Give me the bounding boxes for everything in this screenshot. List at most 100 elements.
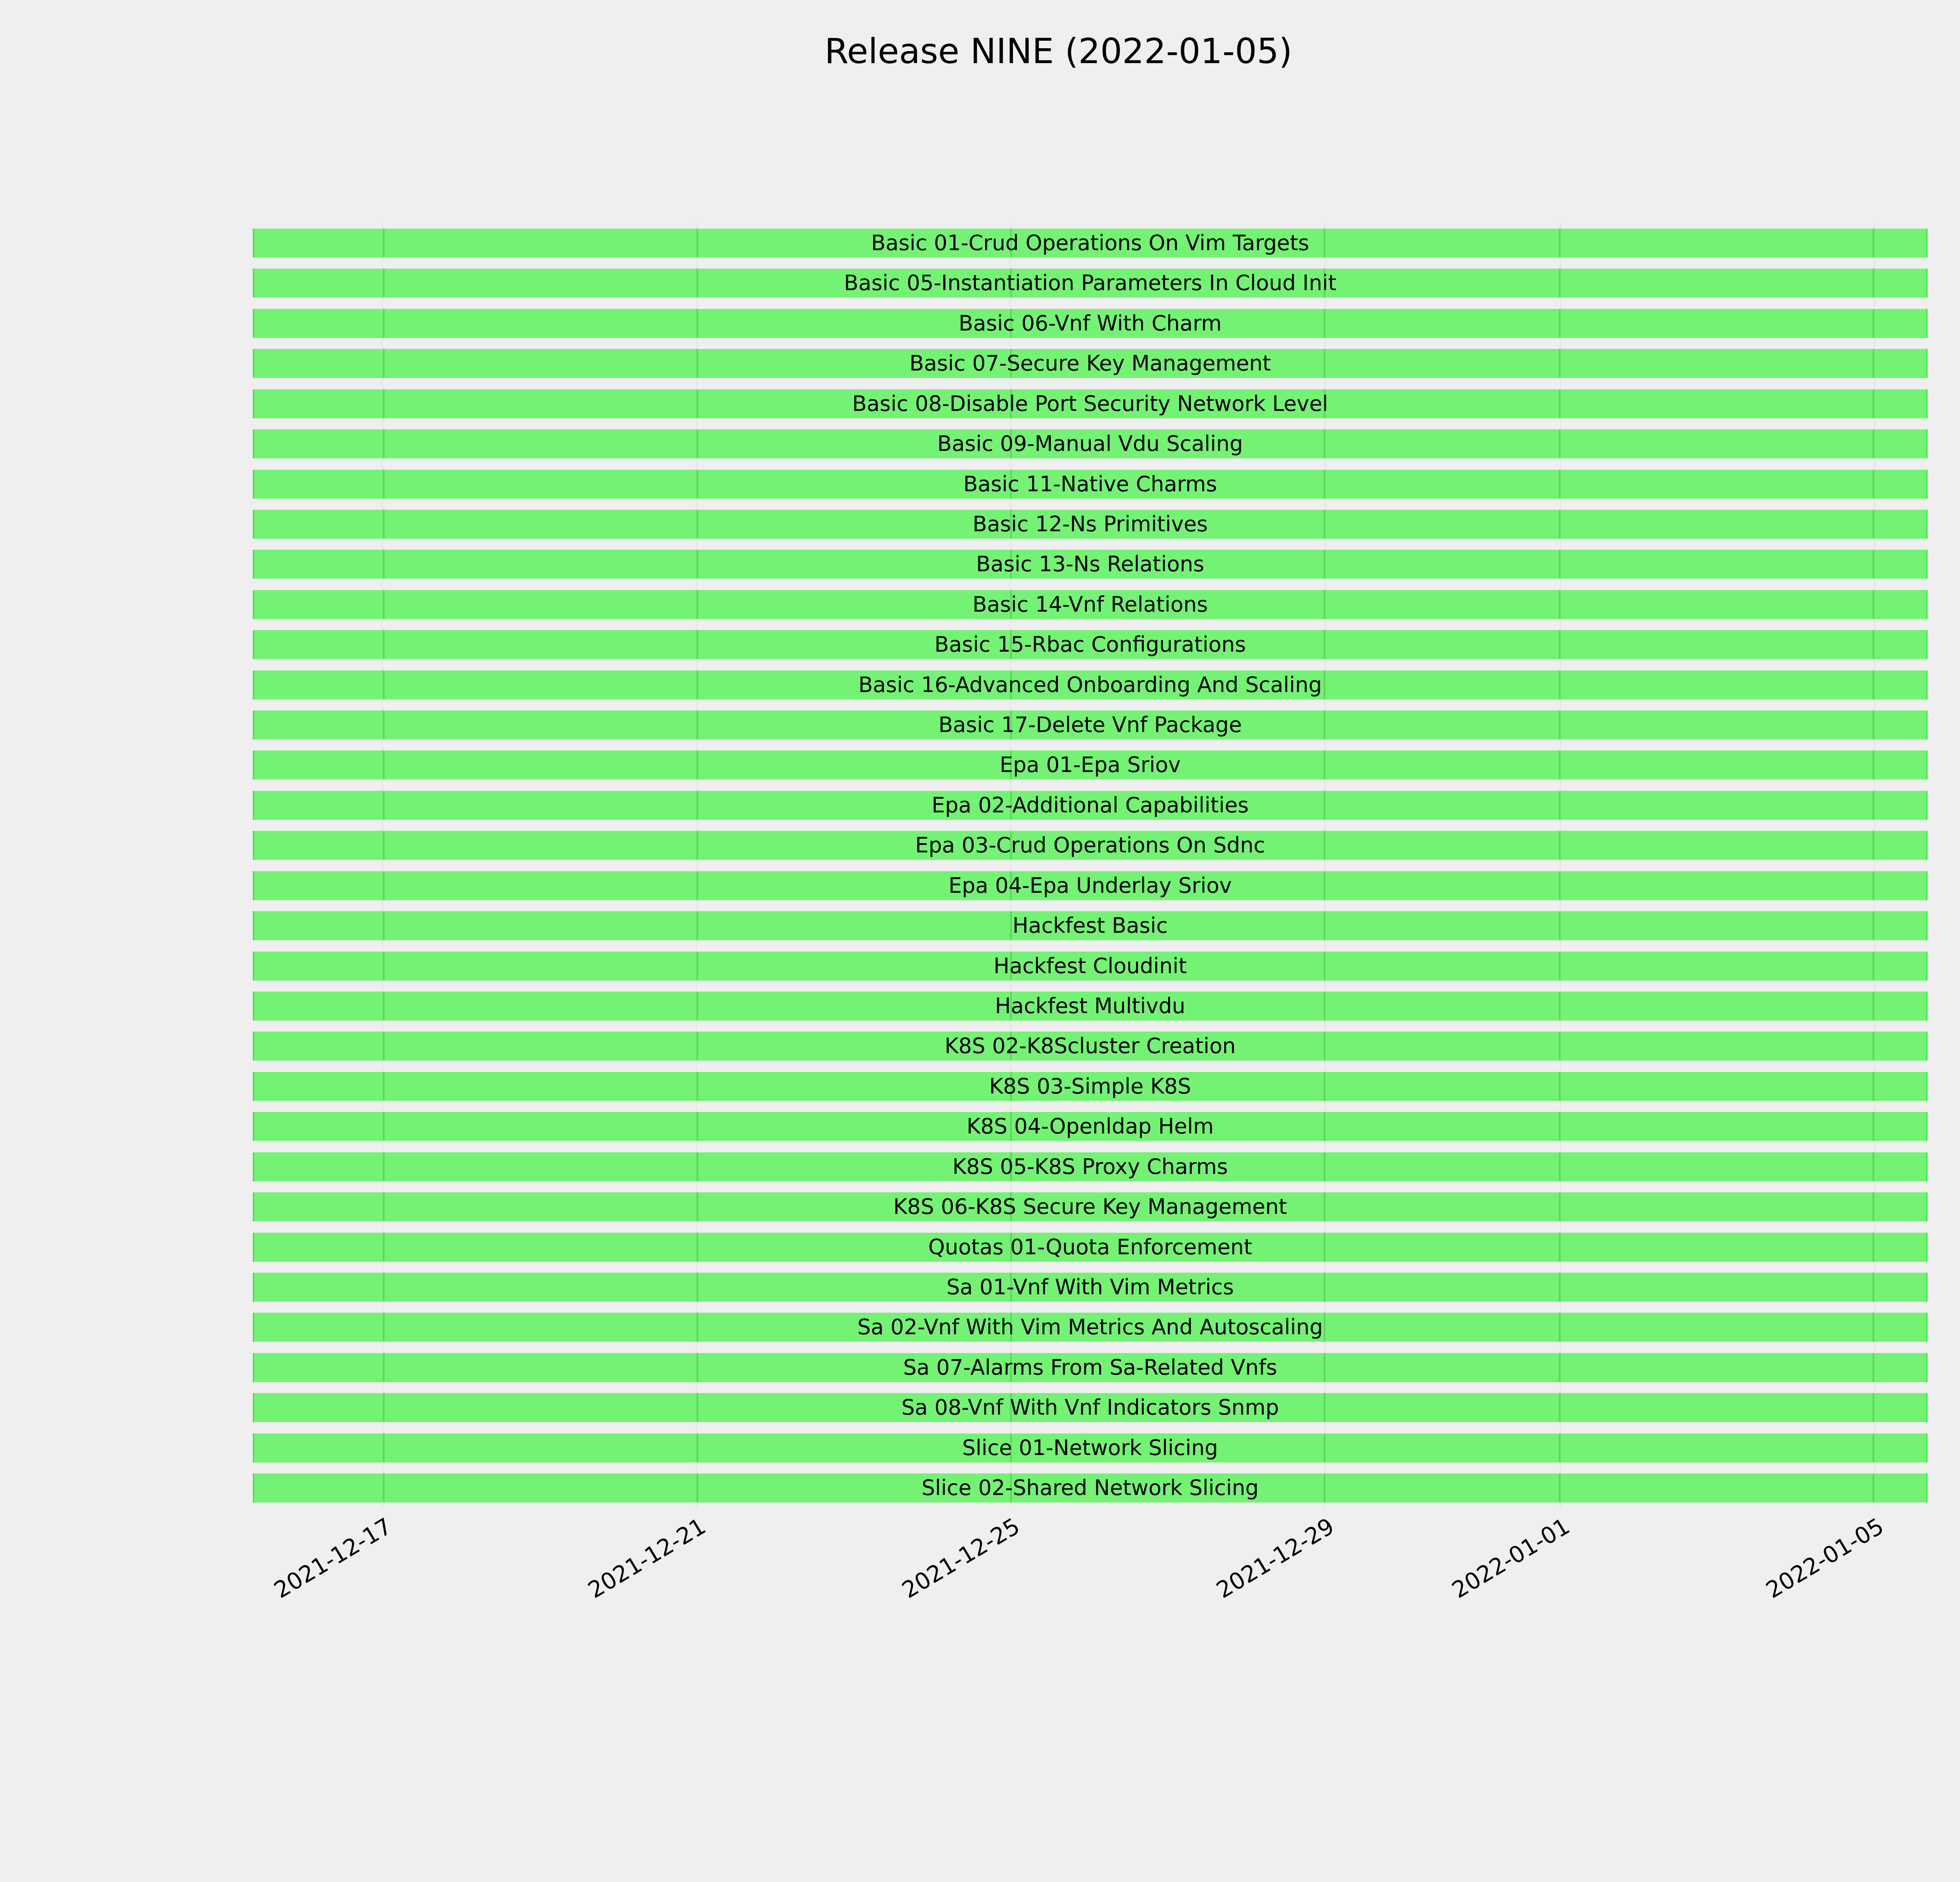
- x-gridline-on-bar: [1010, 1232, 1012, 1262]
- gantt-bar: Basic 08-Disable Port Security Network L…: [253, 389, 1927, 418]
- x-gridline-on-bar: [1323, 871, 1325, 900]
- x-gridline-on-bar: [1872, 349, 1874, 378]
- x-gridline-on-bar: [1559, 349, 1561, 378]
- gantt-bar: Basic 11-Native Charms: [253, 469, 1927, 499]
- x-gridline-on-bar: [383, 1232, 385, 1262]
- x-gridline-on-bar: [1559, 229, 1561, 258]
- bar-label: Epa 04-Epa Underlay Sriov: [948, 873, 1232, 898]
- x-gridline-on-bar: [1323, 229, 1325, 258]
- x-gridline-on-bar: [1010, 991, 1012, 1021]
- x-gridline-on-bar: [696, 1112, 698, 1141]
- gantt-bar: K8S 05-K8S Proxy Charms: [253, 1152, 1927, 1181]
- bar-label: Sa 08-Vnf With Vnf Indicators Snmp: [901, 1395, 1279, 1420]
- x-gridline-on-bar: [1010, 911, 1012, 941]
- bar-label: Basic 16-Advanced Onboarding And Scaling: [858, 672, 1322, 697]
- x-gridline-on-bar: [1559, 1072, 1561, 1101]
- x-gridline-on-bar: [696, 750, 698, 780]
- x-axis: 2021-12-17 2021-12-21 2021-12-25 2021-12-29…: [253, 1513, 1927, 1693]
- x-gridline-on-bar: [1323, 1353, 1325, 1382]
- bar-label: Basic 17-Delete Vnf Package: [938, 712, 1242, 738]
- x-gridline-on-bar: [383, 1393, 385, 1422]
- x-gridline-on-bar: [1559, 269, 1561, 298]
- bar-label: Hackfest Basic: [1012, 913, 1168, 938]
- x-gridline-on-bar: [383, 229, 385, 258]
- bar-label: Sa 07-Alarms From Sa-Related Vnfs: [903, 1355, 1278, 1380]
- x-gridline-on-bar: [1872, 1072, 1874, 1101]
- gantt-bar: Basic 17-Delete Vnf Package: [253, 710, 1927, 740]
- x-gridline-on-bar: [1872, 1192, 1874, 1222]
- x-gridline-on-bar: [383, 951, 385, 981]
- x-gridline-on-bar: [1559, 1032, 1561, 1061]
- x-gridline-on-bar: [1010, 951, 1012, 981]
- x-gridline-on-bar: [696, 831, 698, 860]
- x-gridline-on-bar: [1872, 429, 1874, 459]
- x-gridline-on-bar: [1010, 1072, 1012, 1101]
- gantt-bar: Epa 01-Epa Sriov: [253, 750, 1927, 780]
- x-gridline-on-bar: [1872, 1433, 1874, 1462]
- bar-label: Basic 01-Crud Operations On Vim Targets: [871, 231, 1309, 255]
- x-gridline-on-bar: [1872, 911, 1874, 941]
- x-gridline-on-bar: [1559, 509, 1561, 539]
- bar-label: Epa 01-Epa Sriov: [1000, 752, 1181, 778]
- gantt-bar: Epa 02-Additional Capabilities: [253, 790, 1927, 820]
- x-gridline-on-bar: [383, 1473, 385, 1503]
- x-gridline-on-bar: [1872, 229, 1874, 258]
- x-gridline-on-bar: [1872, 790, 1874, 820]
- x-gridline-on-bar: [383, 1353, 385, 1382]
- x-gridline-on-bar: [696, 1232, 698, 1262]
- bar-label: K8S 02-K8Scluster Creation: [944, 1034, 1236, 1059]
- x-gridline-on-bar: [1010, 831, 1012, 860]
- x-gridline-on-bar: [1559, 951, 1561, 981]
- bar-label: Hackfest Multivdu: [995, 993, 1185, 1018]
- bar-label: K8S 03-Simple K8S: [989, 1074, 1191, 1099]
- gantt-bar: K8S 03-Simple K8S: [253, 1072, 1927, 1101]
- x-gridline-on-bar: [383, 630, 385, 659]
- x-gridline-on-bar: [1010, 1192, 1012, 1222]
- x-gridline-on-bar: [1010, 469, 1012, 499]
- x-gridline-on-bar: [1323, 1232, 1325, 1262]
- x-gridline-on-bar: [696, 469, 698, 499]
- x-gridline-on-bar: [1559, 1353, 1561, 1382]
- x-gridline-on-bar: [1872, 309, 1874, 338]
- bar-label: Basic 08-Disable Port Security Network L…: [852, 391, 1328, 416]
- x-gridline-on-bar: [696, 1072, 698, 1101]
- x-gridline-on-bar: [696, 670, 698, 699]
- x-gridline-on-bar: [696, 991, 698, 1021]
- x-gridline-on-bar: [1323, 1152, 1325, 1181]
- bar-label: Basic 13-Ns Relations: [976, 552, 1204, 577]
- x-gridline-on-bar: [383, 710, 385, 740]
- x-gridline-on-bar: [383, 1272, 385, 1302]
- gantt-bar: K8S 04-Openldap Helm: [253, 1112, 1927, 1141]
- x-gridline-on-bar: [1323, 790, 1325, 820]
- bar-label: Basic 12-Ns Primitives: [973, 511, 1208, 536]
- gantt-bar: Basic 07-Secure Key Management: [253, 349, 1927, 378]
- gantt-bar: Basic 13-Ns Relations: [253, 550, 1927, 579]
- x-gridline-on-bar: [1872, 590, 1874, 619]
- x-gridline-on-bar: [1323, 469, 1325, 499]
- chart-title: Release NINE (2022-01-05): [824, 31, 1292, 71]
- x-gridline-on-bar: [383, 550, 385, 579]
- x-gridline-on-bar: [383, 1072, 385, 1101]
- x-gridline-on-bar: [696, 229, 698, 258]
- x-gridline-on-bar: [1010, 750, 1012, 780]
- x-gridline-on-bar: [1872, 1393, 1874, 1422]
- x-gridline-on-bar: [1559, 790, 1561, 820]
- bar-label: Basic 14-Vnf Relations: [972, 592, 1208, 617]
- x-gridline-on-bar: [1010, 349, 1012, 378]
- bar-label: K8S 04-Openldap Helm: [966, 1114, 1214, 1139]
- x-gridline-on-bar: [1872, 670, 1874, 699]
- x-gridline-on-bar: [696, 1433, 698, 1462]
- x-gridline: [1324, 223, 1326, 1508]
- x-gridline-on-bar: [1872, 389, 1874, 418]
- x-gridline-on-bar: [383, 1433, 385, 1462]
- gantt-bar: Basic 01-Crud Operations On Vim Targets: [253, 229, 1927, 258]
- x-gridline-on-bar: [1872, 750, 1874, 780]
- x-gridline-on-bar: [1010, 670, 1012, 699]
- x-gridline-on-bar: [1010, 871, 1012, 900]
- bar-label: K8S 06-K8S Secure Key Management: [893, 1194, 1287, 1219]
- x-gridline-on-bar: [1559, 1152, 1561, 1181]
- x-gridline-on-bar: [1323, 1192, 1325, 1222]
- gantt-bar: K8S 02-K8Scluster Creation: [253, 1032, 1927, 1061]
- x-gridline-on-bar: [1559, 1232, 1561, 1262]
- x-gridline-on-bar: [696, 871, 698, 900]
